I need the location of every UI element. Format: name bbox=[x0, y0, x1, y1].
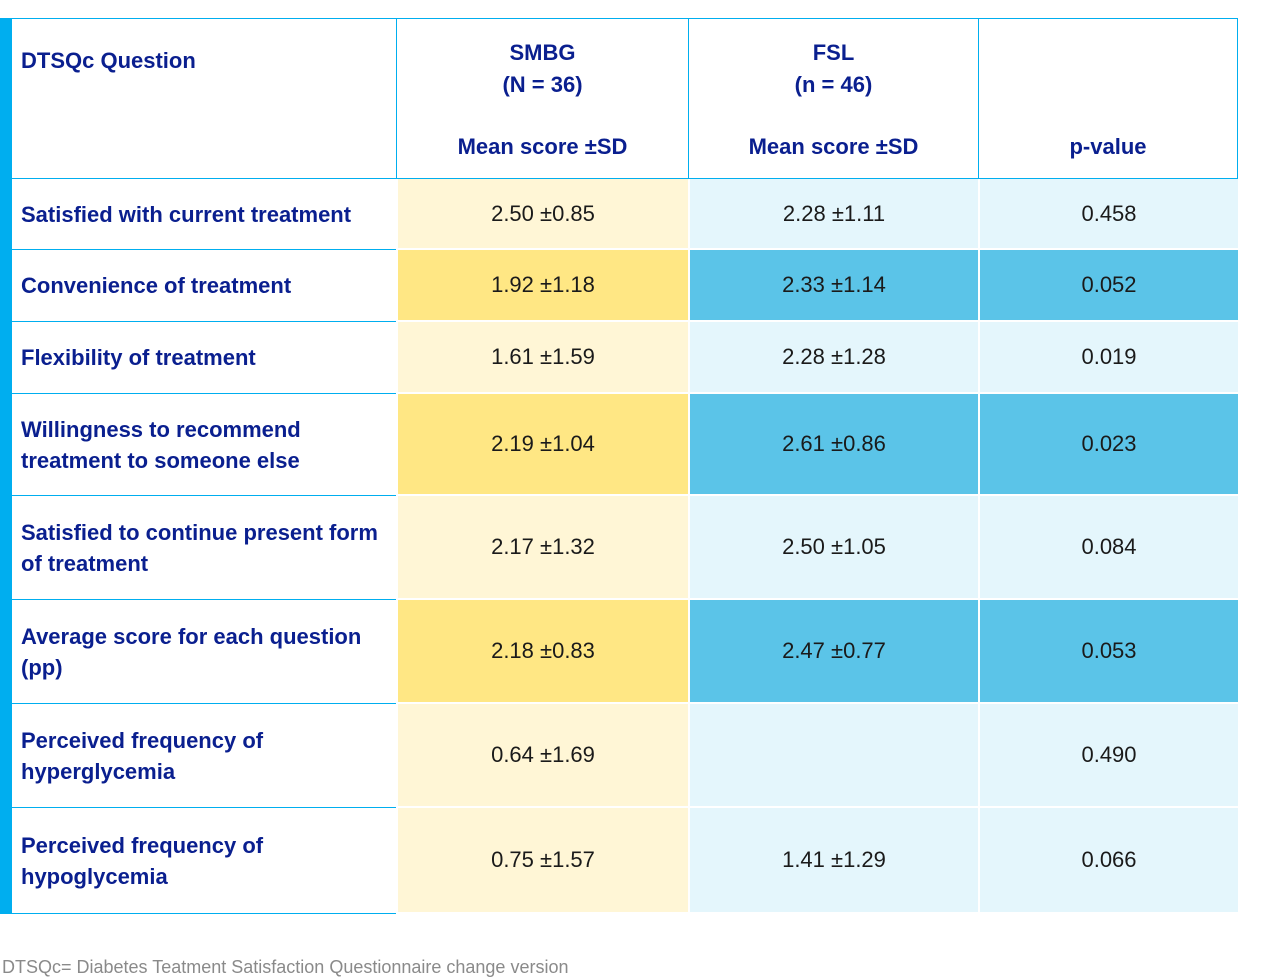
table-row-question: Perceived frequency of hyperglycemia bbox=[12, 704, 396, 808]
table-row-smbg: 2.18 ±0.83 bbox=[396, 600, 688, 704]
table-row-pvalue: 0.023 bbox=[978, 394, 1238, 496]
header-question-label: DTSQc Question bbox=[21, 48, 196, 73]
table-row-fsl: 2.61 ±0.86 bbox=[688, 394, 978, 496]
accent-bar bbox=[0, 18, 12, 914]
table-row-smbg: 2.50 ±0.85 bbox=[396, 179, 688, 250]
table-row-fsl: 2.50 ±1.05 bbox=[688, 496, 978, 600]
header-smbg: SMBG (N = 36) Mean score ±SD bbox=[396, 18, 688, 179]
header-fsl-n: (n = 46) bbox=[794, 72, 873, 97]
table-row-question: Convenience of treatment bbox=[12, 250, 396, 322]
table-row-question: Satisfied to continue present form of tr… bbox=[12, 496, 396, 600]
table-row-pvalue: 0.052 bbox=[978, 250, 1238, 322]
table-row-smbg: 0.75 ±1.57 bbox=[396, 808, 688, 914]
table-row-pvalue: 0.019 bbox=[978, 322, 1238, 394]
dtsqc-table: DTSQc Question SMBG (N = 36) Mean score … bbox=[12, 18, 1238, 914]
table-row-fsl: 2.28 ±1.28 bbox=[688, 322, 978, 394]
header-fsl-name: FSL bbox=[812, 40, 855, 65]
table-row-pvalue: 0.066 bbox=[978, 808, 1238, 914]
table-row-question: Satisfied with current treatment bbox=[12, 179, 396, 250]
table-row-fsl bbox=[688, 704, 978, 808]
header-pvalue-label: p-value bbox=[1069, 134, 1147, 159]
header-smbg-metric: Mean score ±SD bbox=[457, 134, 628, 159]
table-row-question: Flexibility of treatment bbox=[12, 322, 396, 394]
table-row-question: Perceived frequency of hypoglycemia bbox=[12, 808, 396, 914]
table-row-question: Willingness to recommend treatment to so… bbox=[12, 394, 396, 496]
table-row-smbg: 0.64 ±1.69 bbox=[396, 704, 688, 808]
table-row-fsl: 2.47 ±0.77 bbox=[688, 600, 978, 704]
table-row-smbg: 1.92 ±1.18 bbox=[396, 250, 688, 322]
header-smbg-n: (N = 36) bbox=[502, 72, 583, 97]
table-row-pvalue: 0.053 bbox=[978, 600, 1238, 704]
table-row-smbg: 1.61 ±1.59 bbox=[396, 322, 688, 394]
table-row-smbg: 2.17 ±1.32 bbox=[396, 496, 688, 600]
table-row-pvalue: 0.490 bbox=[978, 704, 1238, 808]
table-row-smbg: 2.19 ±1.04 bbox=[396, 394, 688, 496]
table-row-pvalue: 0.084 bbox=[978, 496, 1238, 600]
header-question: DTSQc Question bbox=[12, 18, 396, 179]
table-row-fsl: 2.28 ±1.11 bbox=[688, 179, 978, 250]
header-fsl-metric: Mean score ±SD bbox=[748, 134, 919, 159]
footnote: DTSQc= Diabetes Teatment Satisfaction Qu… bbox=[2, 957, 569, 977]
header-smbg-name: SMBG bbox=[509, 40, 576, 65]
table-row-question: Average score for each question (pp) bbox=[12, 600, 396, 704]
table-row-pvalue: 0.458 bbox=[978, 179, 1238, 250]
table-row-fsl: 2.33 ±1.14 bbox=[688, 250, 978, 322]
header-pvalue: p-value bbox=[978, 18, 1238, 179]
header-fsl: FSL (n = 46) Mean score ±SD bbox=[688, 18, 978, 179]
table-row-fsl: 1.41 ±1.29 bbox=[688, 808, 978, 914]
